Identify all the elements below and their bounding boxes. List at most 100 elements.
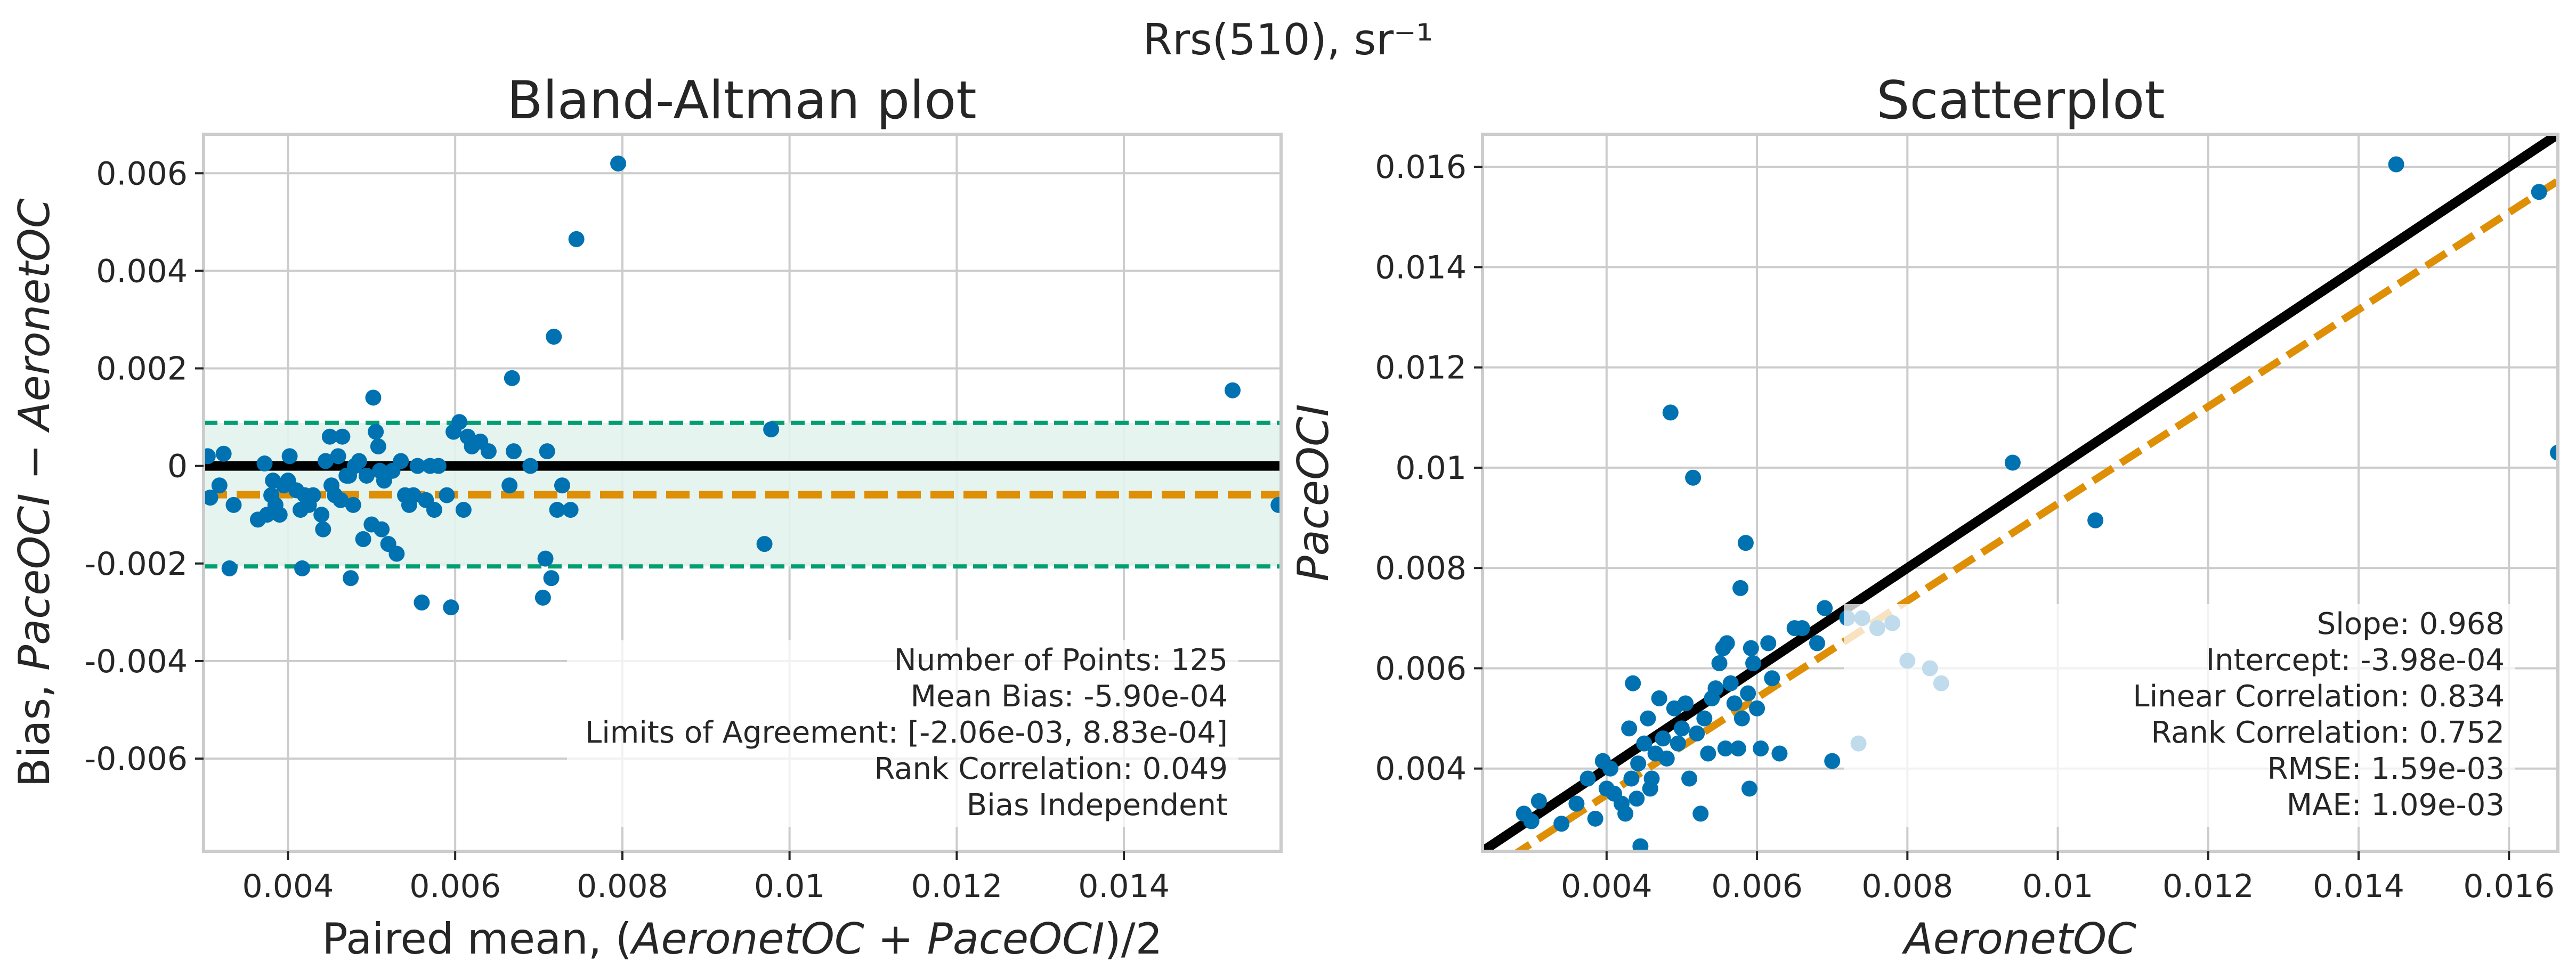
- bland-altman-data-point: [318, 453, 334, 469]
- bland-altman-data-point: [256, 455, 273, 472]
- scatterplot-panel: Scatterplot 0.004 0.006 0.008 0.01 0.012 0.01…: [1289, 70, 2559, 964]
- bland-altman-data-point: [211, 477, 228, 494]
- bland-altman-data-point: [537, 550, 554, 567]
- scatterplot-data-point: [1658, 750, 1675, 767]
- scatterplot-data-point: [1722, 675, 1739, 691]
- bland-altman-data-point: [426, 502, 442, 518]
- scatterplot-x-tick-label: 0.006: [1711, 868, 1803, 905]
- bland-altman-data-point: [405, 487, 422, 503]
- scatterplot-data-point: [1809, 635, 1825, 652]
- bland-altman-x-axis-label: Paired mean, (AeronetOC + PaceOCI)/2: [322, 914, 1162, 964]
- bland-altman-plot-area: [204, 155, 1281, 616]
- scatterplot-data-point: [1673, 720, 1690, 737]
- bland-altman-data-point: [1225, 382, 1241, 398]
- scatterplot-y-tick-label: 0.006: [1375, 650, 1467, 687]
- bland-altman-data-point: [562, 502, 579, 518]
- bland-altman-stats-line: Number of Points: 125: [894, 643, 1228, 678]
- scatterplot-data-point: [1817, 600, 1833, 616]
- scatterplot-data-point: [2388, 156, 2404, 173]
- scatterplot-stats-line: Intercept: -3.98e-04: [2206, 643, 2505, 678]
- scatterplot-data-point: [1602, 760, 1618, 777]
- bland-altman-data-point: [333, 492, 349, 508]
- scatterplot-data-point: [1643, 770, 1660, 787]
- bland-altman-data-point: [330, 448, 346, 465]
- bland-altman-data-point: [756, 536, 773, 552]
- bland-altman-x-tick-label: 0.008: [577, 868, 668, 905]
- bland-altman-stats-line: Bias Independent: [967, 788, 1228, 823]
- bland-altman-data-point: [451, 414, 468, 430]
- bland-altman-panel: Bland-Altman plot 0.004 0.006 0.008 0.01 0.0…: [10, 70, 1283, 964]
- scatterplot-stats-line: MAE: 1.09e-03: [2287, 788, 2505, 823]
- bland-altman-data-point: [294, 560, 311, 576]
- bland-altman-data-point: [763, 421, 780, 437]
- bland-altman-stats-line: Rank Correlation: 0.049: [874, 752, 1228, 786]
- bland-altman-data-point: [365, 389, 382, 406]
- bland-altman-data-point: [271, 507, 288, 523]
- bland-altman-data-point: [315, 521, 331, 538]
- scatterplot-data-point: [1530, 793, 1547, 809]
- scatterplot-title: Scatterplot: [1876, 70, 2165, 131]
- scatterplot-data-point: [1771, 745, 1788, 762]
- scatterplot-data-point: [1760, 635, 1777, 652]
- bland-altman-data-point: [345, 496, 361, 513]
- bland-altman-data-point: [539, 443, 555, 460]
- scatterplot-data-point: [2531, 184, 2547, 200]
- bland-altman-data-point: [374, 521, 390, 538]
- scatterplot-data-point: [1629, 791, 1645, 807]
- scatterplot-data-point: [1726, 695, 1743, 712]
- scatterplot-data-point: [1636, 735, 1652, 752]
- scatterplot-data-point: [1553, 816, 1570, 832]
- scatterplot-data-point: [1689, 725, 1705, 742]
- bland-altman-data-point: [505, 443, 522, 460]
- bland-altman-data-point: [443, 599, 459, 616]
- bland-altman-data-point: [204, 490, 218, 506]
- bland-altman-x-tick-label: 0.004: [242, 868, 334, 905]
- bland-altman-data-point: [480, 443, 497, 460]
- scatterplot-data-point: [1692, 805, 1709, 822]
- scatterplot-data-point: [1623, 770, 1640, 787]
- scatterplot-y-tick-label: 0.016: [1375, 149, 1467, 186]
- scatterplot-data-point: [2087, 512, 2104, 528]
- scatterplot-data-point: [1711, 655, 1728, 672]
- bland-altman-data-point: [610, 155, 627, 172]
- scatterplot-data-point: [1670, 735, 1686, 752]
- scatterplot-data-point: [1523, 813, 1540, 829]
- bland-altman-data-point: [455, 502, 472, 518]
- bland-altman-data-point: [221, 560, 238, 576]
- bland-altman-data-point: [204, 448, 216, 465]
- bland-altman-data-point: [281, 448, 298, 465]
- bland-altman-y-tick-label: -0.002: [85, 546, 188, 583]
- scatterplot-data-point: [1678, 695, 1694, 712]
- bland-altman-data-point: [504, 370, 520, 386]
- scatterplot-data-point: [1745, 655, 1762, 672]
- scatterplot-stats-line: Linear Correlation: 0.834: [2133, 679, 2505, 714]
- scatterplot-data-point: [1719, 635, 1735, 652]
- bland-altman-data-point: [409, 458, 426, 474]
- scatterplot-data-point: [1717, 740, 1733, 757]
- scatterplot-data-point: [1655, 730, 1671, 747]
- scatterplot-data-point: [2004, 454, 2021, 471]
- scatterplot-y-tick-label: 0.012: [1375, 349, 1467, 387]
- scatterplot-data-point: [1617, 805, 1634, 822]
- bland-altman-data-point: [522, 458, 539, 474]
- scatterplot-stats-line: Slope: 0.968: [2317, 607, 2505, 641]
- bland-altman-data-point: [549, 502, 565, 518]
- scatterplot-data-point: [1651, 690, 1667, 706]
- scatterplot-data-point: [1587, 810, 1603, 827]
- bland-altman-data-point: [370, 438, 386, 455]
- scatterplot-data-point: [1733, 710, 1750, 727]
- scatterplot-x-tick-label: 0.004: [1561, 868, 1652, 905]
- scatterplot-data-point: [1568, 795, 1585, 812]
- bland-altman-data-point: [334, 428, 351, 445]
- scatterplot-x-axis-label: AeronetOC: [1901, 914, 2136, 964]
- bland-altman-data-point: [215, 445, 232, 462]
- scatterplot-data-point: [1749, 700, 1765, 717]
- scatterplot-data-point: [1740, 685, 1756, 702]
- scatterplot-data-point: [1730, 740, 1746, 757]
- bland-altman-x-tick-label: 0.012: [911, 868, 1002, 905]
- bland-altman-data-point: [368, 424, 384, 440]
- bland-altman-y-axis-label: Bias, PaceOCI − AeronetOC: [10, 198, 59, 787]
- scatterplot-data-point: [1632, 838, 1649, 851]
- bland-altman-data-point: [321, 428, 338, 445]
